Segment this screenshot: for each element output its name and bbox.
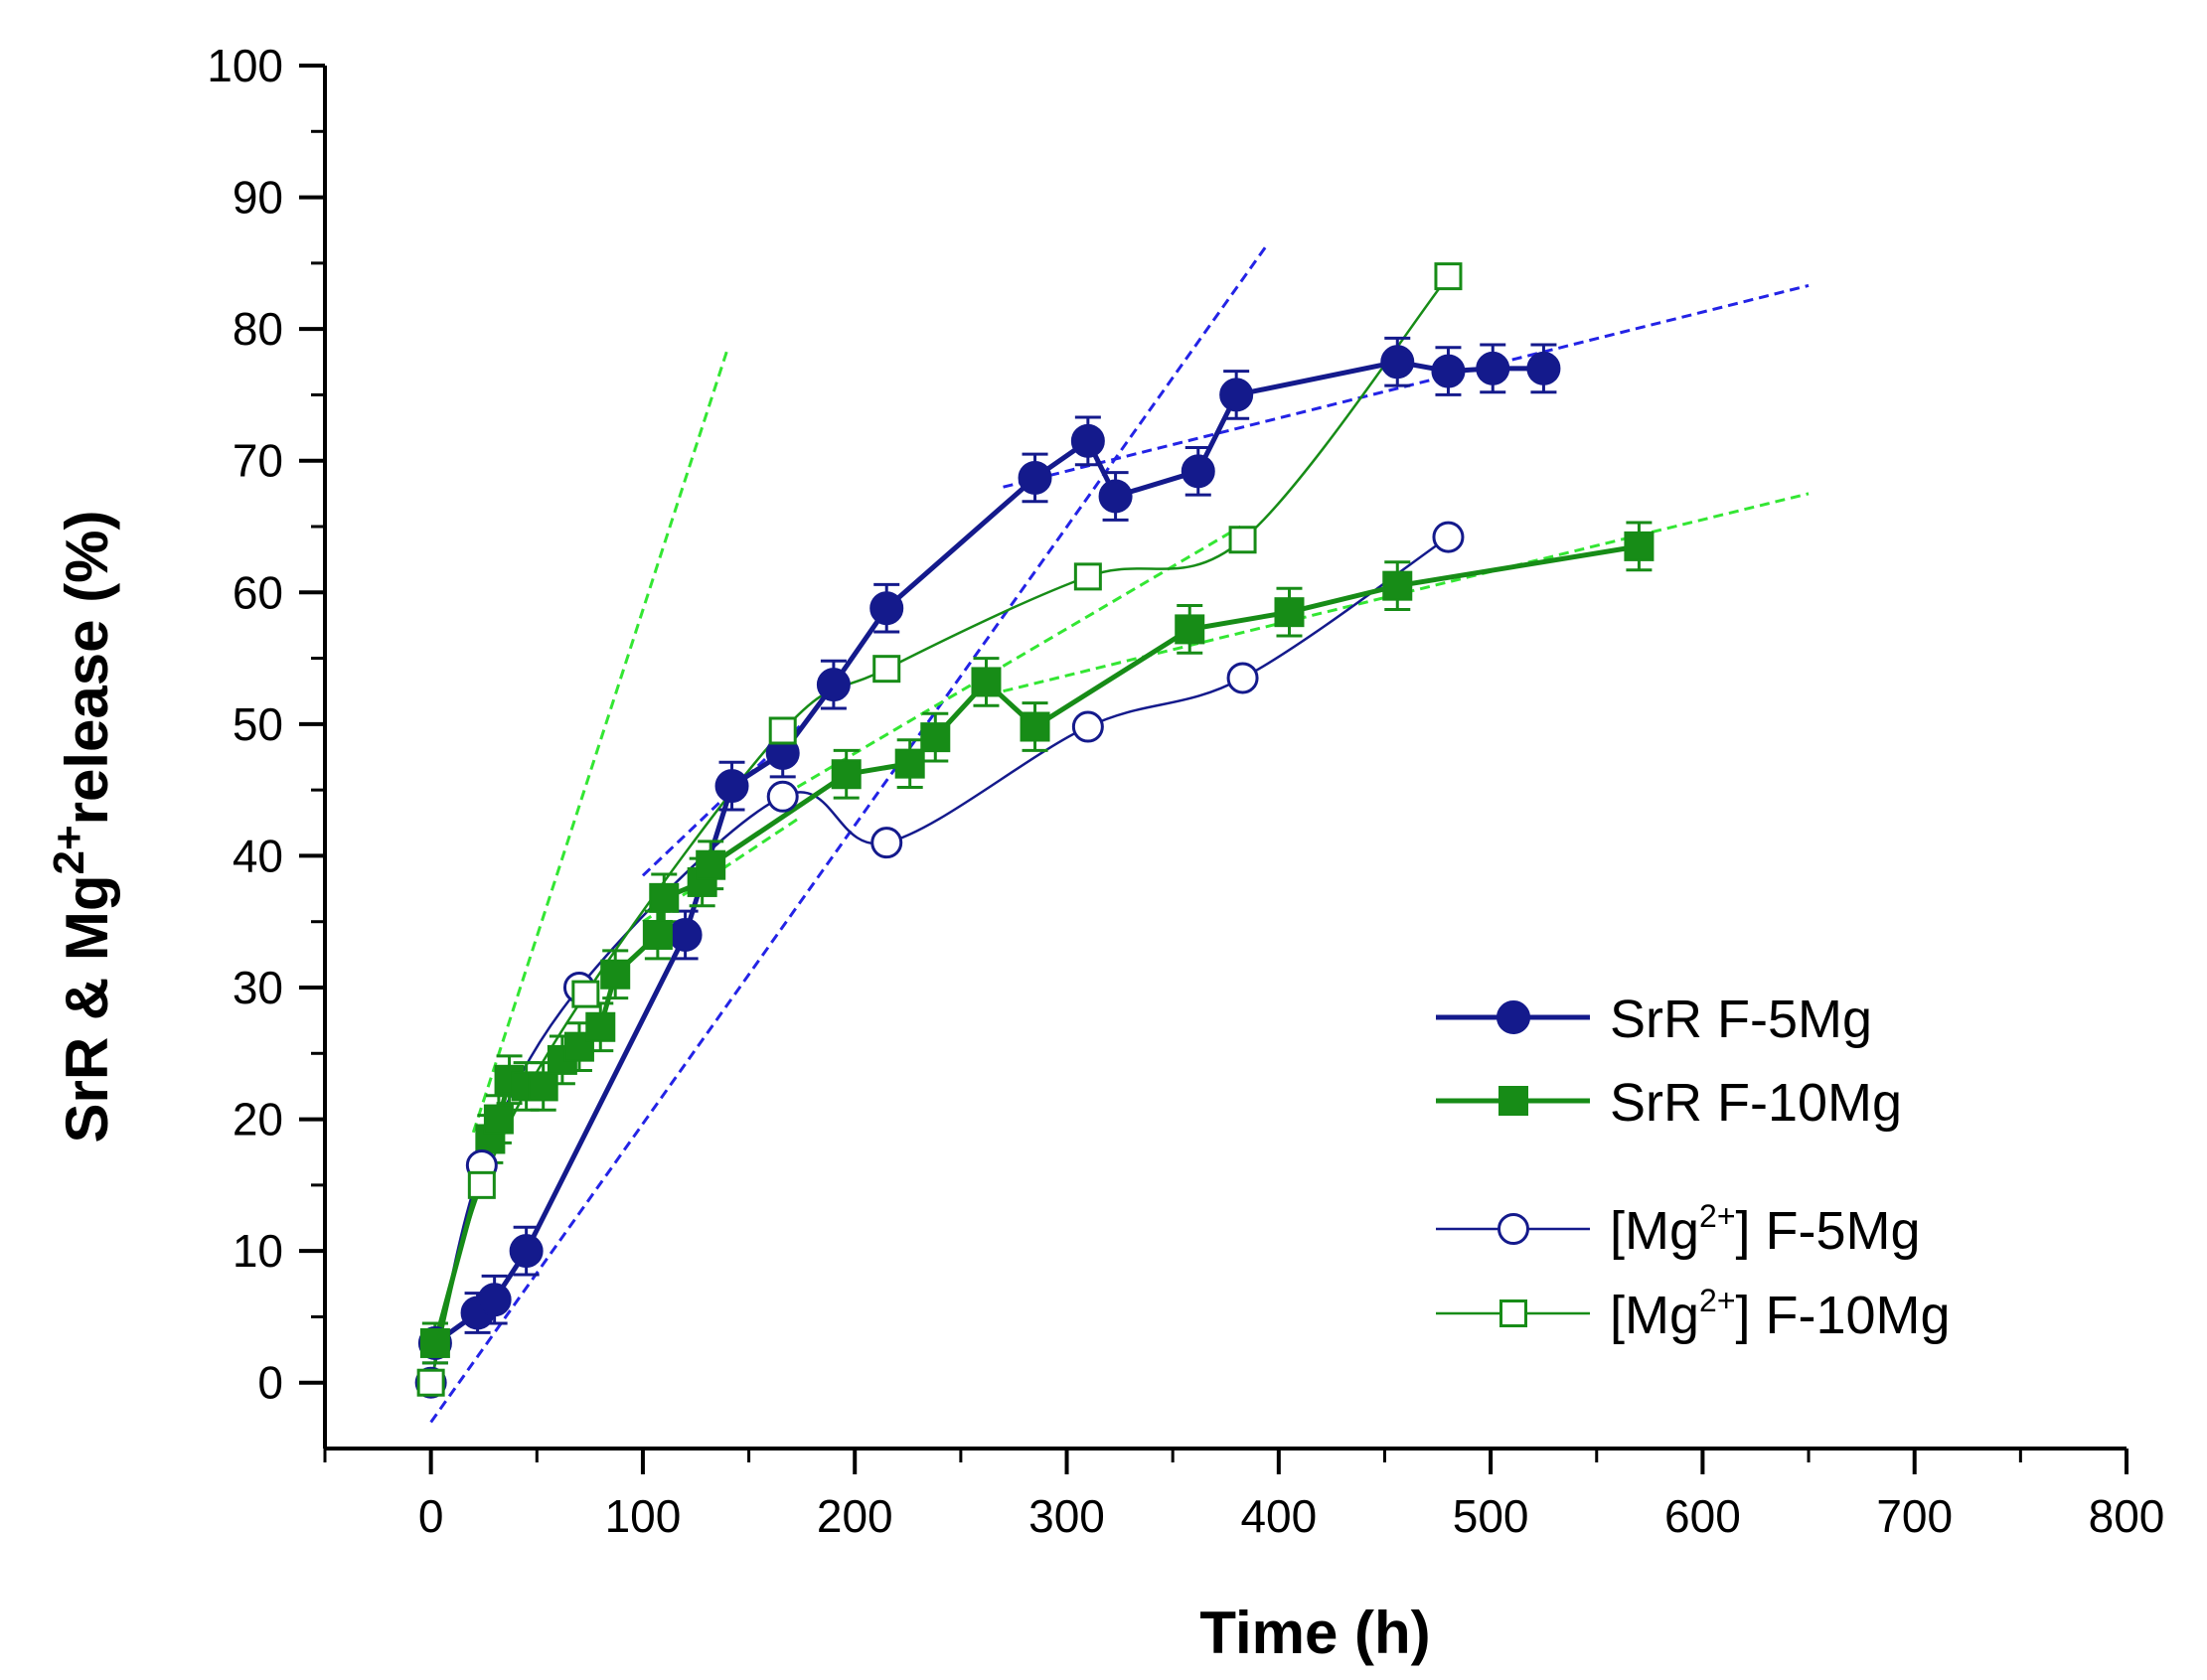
series-line — [433, 359, 1544, 1345]
x-tick-label: 800 — [2089, 1490, 2165, 1542]
legend-marker — [1498, 1086, 1528, 1116]
y-tick-label: 0 — [257, 1357, 283, 1409]
x-tick-label: 200 — [817, 1490, 893, 1542]
x-tick-label: 500 — [1453, 1490, 1529, 1542]
legend-label: [Mg2+] F-10Mg — [1610, 1283, 1951, 1345]
data-markers — [414, 262, 1655, 1399]
y-tick-label: 60 — [233, 566, 283, 618]
data-point — [1274, 597, 1305, 628]
fit-line — [471, 348, 729, 1134]
data-point — [870, 827, 903, 859]
data-point — [1476, 351, 1510, 385]
legend-label: [Mg2+] F-5Mg — [1610, 1198, 1921, 1261]
legend-marker — [1498, 1213, 1529, 1245]
data-point — [509, 1234, 544, 1269]
x-tick-label: 700 — [1876, 1490, 1953, 1542]
y-tick-label: 10 — [233, 1225, 283, 1277]
data-point — [1382, 570, 1413, 601]
data-point — [1526, 351, 1561, 385]
x-axis-title: Time (h) — [1199, 1600, 1430, 1666]
x-tick-label: 600 — [1664, 1490, 1741, 1542]
y-tick-label: 90 — [233, 172, 283, 224]
data-point — [831, 759, 862, 790]
data-point — [1226, 662, 1259, 694]
data-point — [872, 655, 901, 684]
data-point — [768, 716, 797, 745]
mg-release-curves — [429, 275, 1450, 1384]
data-point — [477, 1283, 512, 1317]
fit-line — [769, 525, 1242, 805]
data-point — [1071, 710, 1104, 743]
data-point — [642, 919, 673, 950]
axes — [299, 64, 2128, 1474]
tick-labels: 0 100 200 300 400 500 600 700 800 0 10 20 30 40 50 60 70… — [207, 40, 2164, 1542]
data-point — [1181, 454, 1215, 489]
data-point — [1073, 562, 1102, 591]
data-point — [1380, 345, 1415, 380]
data-point — [585, 1011, 616, 1042]
data-point — [649, 882, 680, 913]
y-tick-label: 50 — [233, 698, 283, 750]
x-tick-label: 400 — [1240, 1490, 1317, 1542]
data-point — [971, 667, 1002, 697]
y-tick-label: 70 — [233, 435, 283, 487]
y-tick-label: 40 — [233, 830, 283, 881]
fit-lines — [429, 242, 1810, 1424]
data-point — [1431, 354, 1466, 388]
legend: SrR F-5Mg SrR F-10Mg [Mg2+] F-5Mg [Mg2+] F-… — [1436, 990, 1951, 1345]
data-point — [467, 1170, 496, 1199]
legend-marker — [1497, 1000, 1530, 1034]
data-point — [920, 722, 951, 753]
data-point — [419, 1327, 450, 1358]
legend-label: SrR F-5Mg — [1610, 990, 1872, 1049]
data-point — [766, 780, 799, 813]
data-point — [816, 668, 851, 702]
y-tick-label: 100 — [207, 40, 283, 91]
data-point — [571, 980, 600, 1008]
data-point — [668, 917, 703, 952]
x-tick-label: 0 — [418, 1490, 444, 1542]
x-tick-label: 300 — [1028, 1490, 1105, 1542]
legend-marker — [1499, 1299, 1527, 1327]
y-tick-label: 80 — [233, 303, 283, 355]
data-point — [1018, 460, 1052, 495]
data-point — [714, 769, 749, 804]
data-point — [696, 849, 726, 880]
data-point — [1070, 423, 1105, 458]
data-point — [1624, 531, 1655, 561]
y-tick-label: 20 — [233, 1094, 283, 1145]
data-point — [1219, 378, 1254, 412]
data-point — [528, 1071, 558, 1102]
data-point — [600, 959, 631, 990]
y-axis-title: SrR & Mg2+release (%) — [45, 510, 120, 1143]
data-point — [483, 1104, 514, 1135]
data-point — [1434, 262, 1463, 291]
data-point — [869, 591, 904, 626]
data-point — [1020, 711, 1050, 742]
data-point — [416, 1368, 445, 1397]
series-curve — [429, 535, 1450, 1383]
series-curve — [429, 275, 1450, 1384]
data-point — [1175, 614, 1205, 645]
data-point — [894, 748, 925, 779]
data-point — [1098, 479, 1133, 514]
legend-label: SrR F-10Mg — [1610, 1073, 1902, 1133]
x-tick-label: 100 — [605, 1490, 682, 1542]
srr-release-lines — [432, 359, 1640, 1345]
data-point — [1228, 526, 1257, 554]
y-tick-label: 30 — [233, 962, 283, 1013]
data-point — [1432, 521, 1465, 553]
